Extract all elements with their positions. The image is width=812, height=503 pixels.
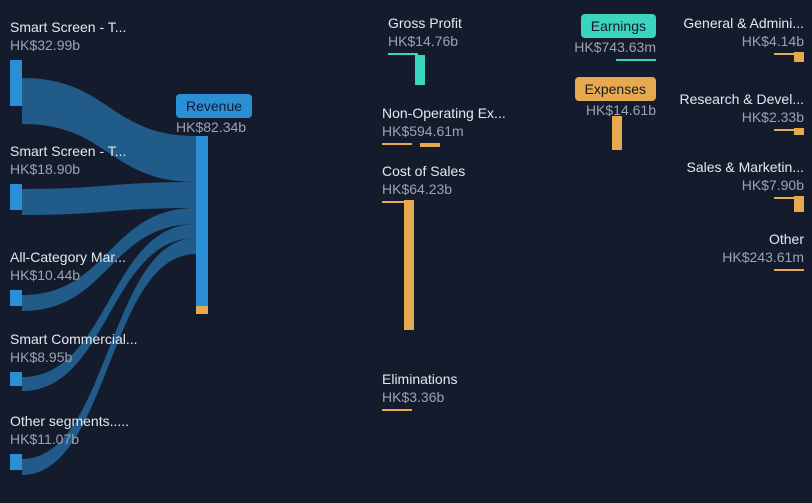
source-bar-src2 (10, 290, 22, 306)
mid-label-gp: Gross ProfitHK$14.76b (388, 14, 462, 55)
right-label-rd: Research & Devel...HK$2.33b (680, 90, 805, 131)
mid-label-cos: Cost of SalesHK$64.23b (382, 162, 465, 203)
revenue-pill: Revenue (176, 94, 252, 118)
expenses-bar (612, 116, 622, 150)
source-label-src3: Smart Commercial...HK$8.95b (10, 330, 138, 366)
source-label-src2: All-Category Mar...HK$10.44b (10, 248, 126, 284)
right-label-oth: OtherHK$243.61m (722, 230, 804, 271)
source-label-src1: Smart Screen - T...HK$18.90b (10, 142, 126, 178)
expenses-pill: Expenses (575, 77, 656, 101)
revenue-label: Revenue HK$82.34b (176, 94, 252, 136)
right-label-sm: Sales & Marketin...HK$7.90b (687, 158, 805, 199)
mid-bar-gp (415, 55, 425, 85)
earnings-label: Earnings HK$743.63m (574, 14, 656, 61)
earnings-pill: Earnings (581, 14, 656, 38)
source-bar-src0 (10, 60, 22, 106)
nox-bar (420, 143, 440, 147)
mid-label-elim: EliminationsHK$3.36b (382, 370, 457, 411)
revenue-elim-bar (196, 306, 208, 314)
source-bar-src3 (10, 372, 22, 386)
mid-bar-cos (404, 200, 414, 330)
expenses-label: Expenses HK$14.61b (575, 77, 656, 119)
source-bar-src1 (10, 184, 22, 210)
revenue-bar (196, 136, 208, 314)
right-bar-sm (794, 196, 804, 212)
right-bar-rd (794, 128, 804, 135)
source-label-src4: Other segments.....HK$11.07b (10, 412, 129, 448)
mid-label-nox: Non-Operating Ex...HK$594.61m (382, 104, 506, 145)
right-bar-ga (794, 52, 804, 62)
right-label-ga: General & Admini...HK$4.14b (683, 14, 804, 55)
source-bar-src4 (10, 454, 22, 470)
source-label-src0: Smart Screen - T...HK$32.99b (10, 18, 126, 54)
